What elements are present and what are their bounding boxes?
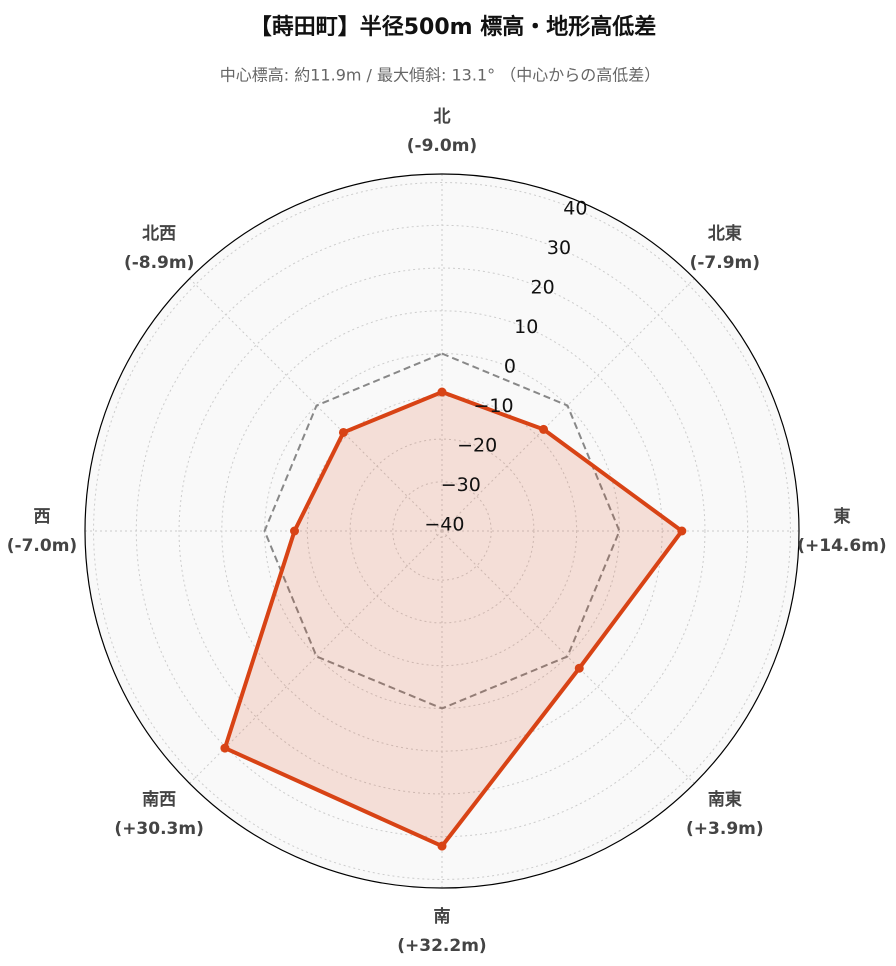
baseline-polygon xyxy=(263,352,621,710)
r-tick-label: −40 xyxy=(424,514,464,536)
r-tick-label: −10 xyxy=(473,395,513,417)
category-label: 北西 xyxy=(142,224,176,244)
category-label: 北 xyxy=(434,107,451,127)
chart-subtitle: 中心標高: 約11.9m / 最大傾斜: 13.1° （中心からの高低差） xyxy=(220,66,660,85)
category-label: 西 xyxy=(34,507,51,527)
data-point xyxy=(539,424,549,434)
value-label: (+3.9m) xyxy=(686,819,764,839)
data-point xyxy=(289,526,299,536)
data-point xyxy=(677,526,687,536)
value-label: (-7.0m) xyxy=(7,536,77,556)
value-label: (+14.6m) xyxy=(797,536,886,556)
r-tick-label: −20 xyxy=(457,435,497,457)
plot-outline xyxy=(84,173,800,889)
data-point xyxy=(338,427,348,437)
value-label: (-9.0m) xyxy=(407,136,477,156)
data-point xyxy=(437,841,447,851)
r-tick-label: −30 xyxy=(441,474,481,496)
grid-circle xyxy=(178,267,706,795)
r-tick-label: 30 xyxy=(547,237,571,259)
category-label: 南西 xyxy=(142,789,176,810)
category-label: 北東 xyxy=(708,223,742,244)
data-point xyxy=(574,663,584,673)
value-label: (+32.2m) xyxy=(397,936,486,956)
category-label: 東 xyxy=(834,506,851,527)
r-tick-label: 10 xyxy=(514,316,538,338)
data-point xyxy=(220,743,230,753)
grid-circle xyxy=(392,481,492,581)
chart-title: 【蒔田町】半径500m 標高・地形高低差 xyxy=(250,14,657,40)
r-tick-label: 20 xyxy=(531,277,555,299)
r-tick-label: 40 xyxy=(563,198,587,220)
data-point xyxy=(437,387,447,397)
grid-circle xyxy=(93,182,791,880)
value-label: (+30.3m) xyxy=(114,819,203,839)
grid-circle xyxy=(306,395,578,667)
category-label: 南東 xyxy=(708,789,742,810)
r-tick-label: 0 xyxy=(504,356,516,378)
category-label: 南 xyxy=(434,906,451,927)
value-label: (-7.9m) xyxy=(690,253,760,273)
value-label: (-8.9m) xyxy=(124,253,194,273)
